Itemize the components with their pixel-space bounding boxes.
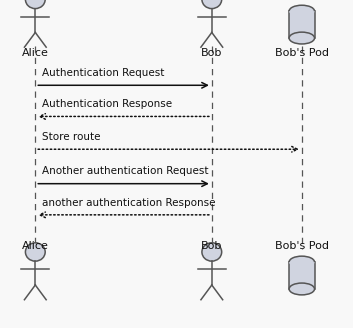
Text: Store route: Store route bbox=[42, 132, 101, 142]
Text: Bob's Pod: Bob's Pod bbox=[275, 241, 329, 251]
Ellipse shape bbox=[289, 256, 315, 268]
Text: Bob: Bob bbox=[201, 241, 222, 251]
Text: Authentication Request: Authentication Request bbox=[42, 68, 165, 78]
Ellipse shape bbox=[289, 5, 315, 17]
Text: Another authentication Request: Another authentication Request bbox=[42, 167, 209, 176]
Ellipse shape bbox=[289, 283, 315, 295]
FancyBboxPatch shape bbox=[289, 11, 315, 38]
Text: Alice: Alice bbox=[22, 241, 49, 251]
Text: Bob: Bob bbox=[201, 48, 222, 57]
Circle shape bbox=[25, 0, 45, 9]
Circle shape bbox=[202, 0, 222, 9]
Circle shape bbox=[202, 243, 222, 261]
Text: Alice: Alice bbox=[22, 48, 49, 57]
Ellipse shape bbox=[289, 32, 315, 44]
Text: Authentication Response: Authentication Response bbox=[42, 99, 173, 109]
Text: another authentication Response: another authentication Response bbox=[42, 198, 216, 208]
Circle shape bbox=[25, 243, 45, 261]
FancyBboxPatch shape bbox=[289, 262, 315, 289]
Text: Bob's Pod: Bob's Pod bbox=[275, 48, 329, 57]
